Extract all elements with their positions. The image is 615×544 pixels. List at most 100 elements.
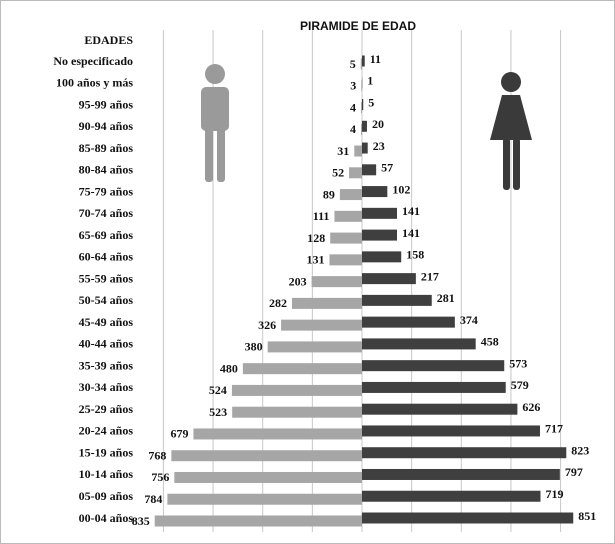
y-tick-label: 20-24 años — [79, 424, 134, 438]
bar — [167, 493, 362, 505]
bar — [362, 207, 398, 219]
y-tick-label: 65-69 años — [79, 228, 134, 242]
bar — [362, 120, 367, 132]
data-label: 679 — [170, 427, 188, 441]
bar — [362, 447, 567, 459]
bar — [339, 189, 362, 201]
bar — [281, 319, 362, 331]
data-label: 797 — [565, 465, 583, 479]
data-label: 217 — [421, 269, 439, 283]
data-label: 57 — [381, 161, 393, 175]
y-tick-label: 75-79 años — [79, 184, 134, 198]
y-axis-label: EDADES — [84, 33, 133, 47]
data-label: 5 — [350, 57, 356, 71]
data-label: 573 — [509, 356, 527, 370]
y-tick-label: 45-49 años — [79, 315, 134, 329]
bar — [362, 338, 476, 350]
bar — [154, 515, 362, 527]
data-label: 326 — [258, 318, 276, 332]
y-tick-label: 25-29 años — [79, 402, 134, 416]
y-tick-label: 95-99 años — [79, 97, 134, 111]
data-label: 128 — [307, 231, 325, 245]
data-label: 23 — [373, 139, 385, 153]
y-tick-label: 55-59 años — [79, 271, 134, 285]
data-label: 380 — [245, 340, 263, 354]
y-tick-label: 40-44 años — [79, 337, 134, 351]
data-label: 31 — [337, 144, 349, 158]
bar — [231, 384, 362, 396]
bar — [362, 164, 377, 176]
bar — [361, 80, 362, 92]
bar — [362, 425, 540, 437]
data-label: 141 — [402, 226, 420, 240]
bar — [362, 403, 518, 415]
data-label: 851 — [578, 509, 596, 523]
bar — [311, 276, 362, 288]
data-label: 111 — [313, 209, 330, 223]
data-label: 3 — [350, 79, 356, 93]
bar — [232, 406, 362, 418]
data-label: 20 — [372, 117, 384, 131]
data-label: 823 — [571, 443, 589, 457]
bar — [361, 102, 362, 114]
data-label: 11 — [370, 52, 381, 66]
female-icon — [490, 72, 532, 190]
bar — [362, 142, 368, 154]
bar — [267, 341, 362, 353]
data-label: 4 — [350, 122, 356, 136]
bar — [362, 186, 388, 198]
y-tick-label: 70-74 años — [79, 206, 134, 220]
y-tick-label: 100 años y más — [56, 76, 133, 90]
bar — [362, 55, 365, 67]
data-label: 131 — [306, 253, 324, 267]
data-label: 835 — [132, 514, 150, 528]
data-label: 768 — [148, 448, 166, 462]
data-label: 480 — [220, 361, 238, 375]
bar — [362, 229, 398, 241]
data-label: 717 — [545, 422, 563, 436]
bar — [361, 123, 362, 135]
bar — [362, 273, 416, 285]
y-tick-label: No especificado — [53, 54, 133, 68]
bar — [362, 251, 402, 263]
data-label: 524 — [209, 383, 227, 397]
y-tick-label: 05-09 años — [79, 489, 134, 503]
bar — [362, 99, 364, 111]
data-label: 141 — [402, 204, 420, 218]
bar — [362, 360, 505, 372]
data-label: 4 — [350, 100, 356, 114]
bar — [362, 512, 574, 524]
data-label: 719 — [545, 487, 563, 501]
bar — [349, 167, 362, 179]
y-tick-label: 80-84 años — [79, 163, 134, 177]
y-tick-label: 15-19 años — [79, 445, 134, 459]
y-tick-label: 90-94 años — [79, 119, 134, 133]
y-tick-label: 60-64 años — [79, 250, 134, 264]
bar — [171, 450, 362, 462]
bar — [362, 468, 560, 480]
bar — [334, 210, 362, 222]
bar — [193, 428, 362, 440]
data-label: 158 — [406, 248, 424, 262]
data-label: 1 — [367, 74, 373, 88]
y-tick-label: 35-39 años — [79, 358, 134, 372]
data-label: 282 — [269, 296, 287, 310]
bar — [330, 232, 362, 244]
data-label: 89 — [323, 187, 335, 201]
bar — [362, 490, 541, 502]
chart-title: PIRAMIDE DE EDAD — [300, 19, 416, 33]
bar — [291, 297, 362, 309]
data-label: 281 — [437, 291, 455, 305]
data-label: 626 — [522, 400, 540, 414]
bar — [362, 316, 455, 328]
male-icon — [201, 64, 229, 182]
data-label: 579 — [511, 378, 529, 392]
y-tick-label: 00-04 años — [79, 511, 134, 525]
bar — [360, 58, 362, 70]
data-label: 52 — [332, 166, 344, 180]
bar — [362, 381, 506, 393]
data-label: 458 — [481, 335, 499, 349]
data-label: 523 — [209, 405, 227, 419]
bar — [329, 254, 362, 266]
y-tick-label: 30-34 años — [79, 380, 134, 394]
